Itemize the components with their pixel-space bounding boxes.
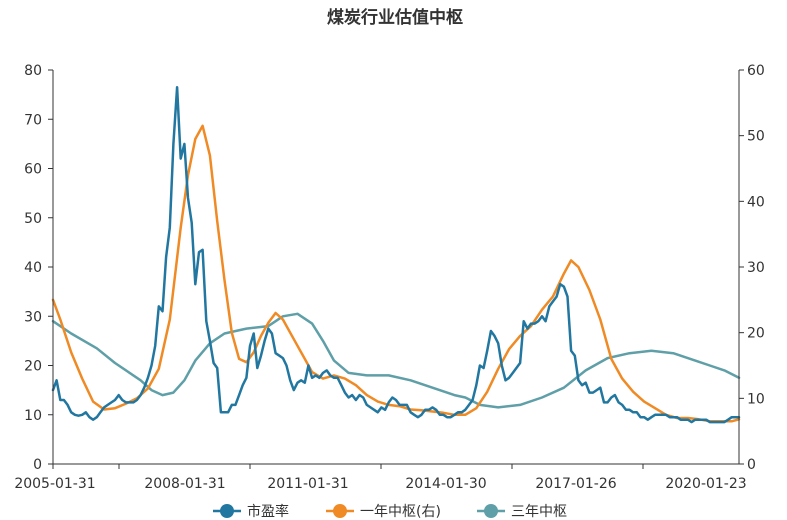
y-right-tick-label: 40 (747, 194, 765, 210)
y-right-tick-label: 60 (747, 63, 765, 79)
x-tick-label: 2005-01-31 (14, 476, 95, 492)
y-left-tick-label: 10 (24, 408, 42, 424)
x-tick-label: 2020-01-23 (665, 476, 746, 492)
y-right-tick-label: 50 (747, 129, 765, 145)
y-right-tick-label: 0 (747, 457, 756, 473)
legend-label-2: 一年中枢(右) (360, 504, 441, 520)
y-right-tick-label: 30 (747, 260, 765, 276)
y-left-tick-label: 20 (24, 359, 42, 375)
y-left-tick-label: 30 (24, 309, 42, 325)
series-line-3 (51, 312, 741, 409)
legend-marker-2 (333, 504, 347, 518)
y-left-tick-label: 60 (24, 162, 42, 178)
plot-area (51, 85, 741, 424)
y-right-tick-label: 20 (747, 326, 765, 342)
y-left-tick-label: 70 (24, 112, 42, 128)
y-left-tick-label: 50 (24, 211, 42, 227)
chart-title: 煤炭行业估值中枢 (327, 7, 463, 28)
y-left-tick-label: 80 (24, 63, 42, 79)
x-tick-label: 2017-01-26 (535, 476, 616, 492)
y-axis-right-ticks: 0 10 20 30 40 50 60 (739, 63, 765, 473)
x-tick-label: 2014-01-30 (405, 476, 486, 492)
series-line-2 (51, 124, 741, 423)
legend-marker-1 (220, 504, 234, 518)
y-right-tick-label: 10 (747, 391, 765, 407)
x-tick-label: 2011-01-31 (267, 476, 348, 492)
y-left-tick-label: 0 (33, 457, 42, 473)
y-left-tick-label: 40 (24, 260, 42, 276)
legend: 市盈率 一年中枢(右) 三年中枢 (213, 503, 567, 520)
legend-label-3: 三年中枢 (511, 504, 567, 520)
x-tick-label: 2008-01-31 (144, 476, 225, 492)
legend-label-1: 市盈率 (247, 503, 289, 520)
legend-marker-3 (484, 504, 498, 518)
series-line-1 (51, 85, 741, 424)
y-axis-left-ticks: 0 10 20 30 40 50 60 70 80 (24, 63, 53, 473)
x-axis-ticks: 2005-01-31 2008-01-31 2011-01-31 2014-01-30… (14, 464, 747, 492)
